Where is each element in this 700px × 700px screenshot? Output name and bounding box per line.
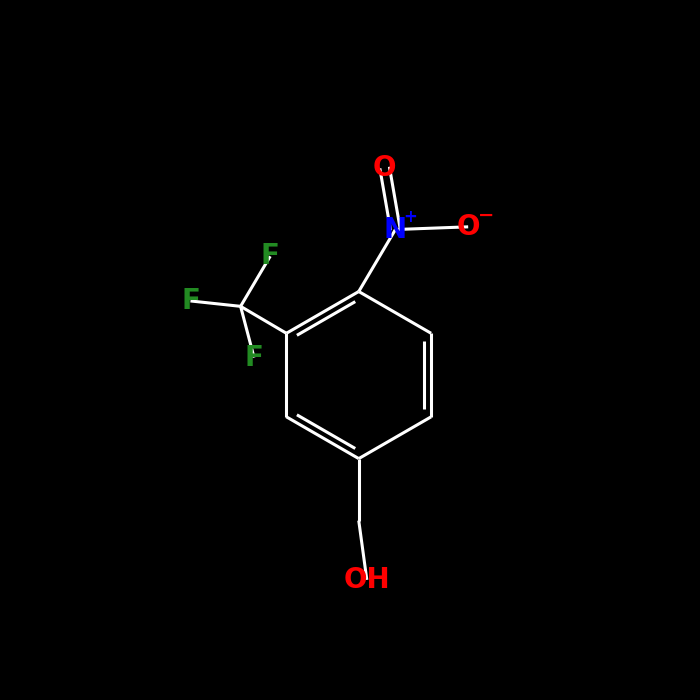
- Text: OH: OH: [344, 566, 390, 594]
- Text: F: F: [181, 287, 200, 315]
- Text: O: O: [456, 213, 480, 241]
- Text: O: O: [373, 153, 396, 181]
- Text: +: +: [403, 208, 417, 225]
- Text: −: −: [478, 206, 494, 225]
- Text: F: F: [261, 242, 280, 270]
- Text: F: F: [244, 344, 263, 372]
- Text: N: N: [384, 216, 407, 244]
